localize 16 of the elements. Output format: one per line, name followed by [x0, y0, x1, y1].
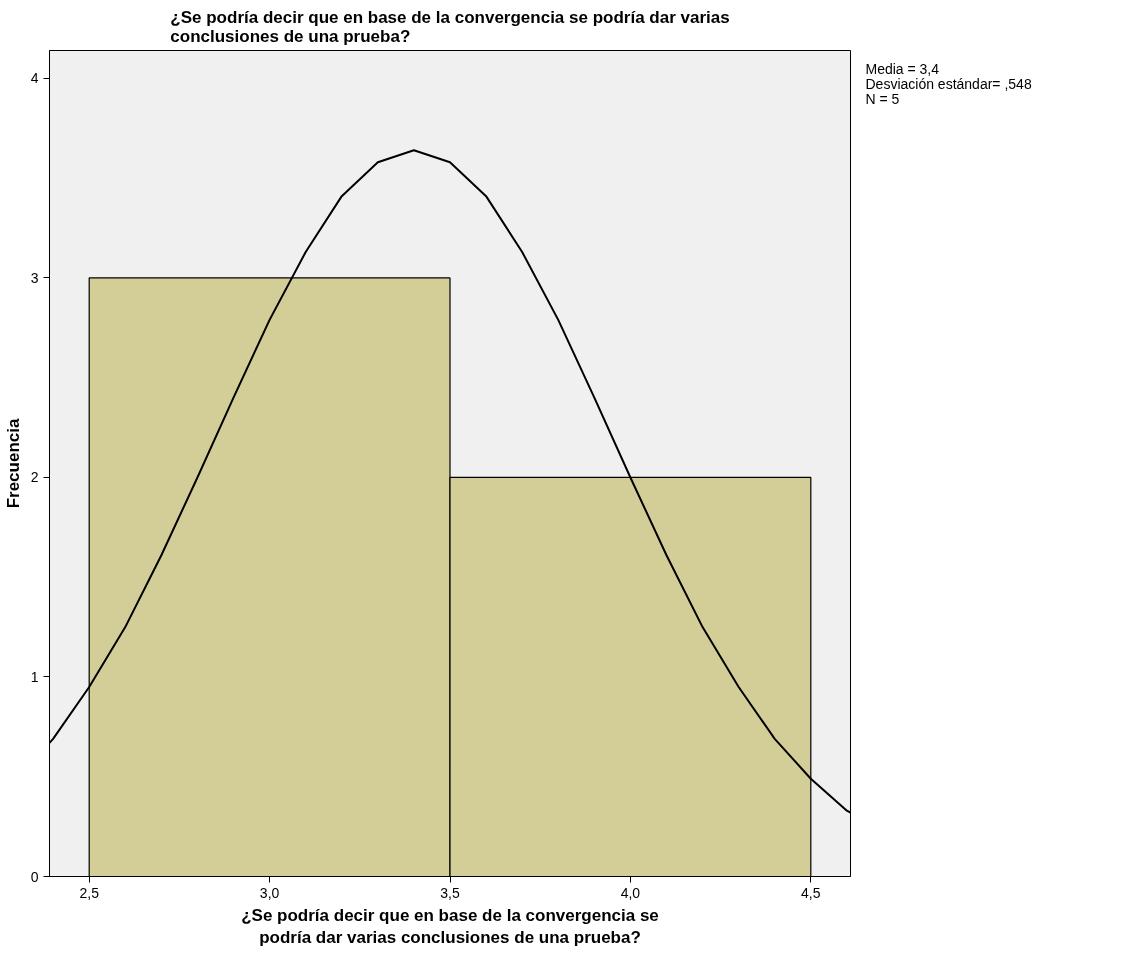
x-tick-label: 4,5 — [801, 884, 821, 901]
y-tick-label: 4 — [30, 70, 39, 87]
x-tick-label: 4,0 — [620, 884, 641, 901]
x-tick-label: 2,5 — [79, 884, 100, 901]
y-tick-label: 0 — [30, 868, 39, 885]
x-axis-title: ¿Se podría decir que en base de la convergencia se podría dar varias conclusiones de una prueba? — [241, 905, 659, 948]
chart-title: ¿Se podría decir que en base de la convergencia se podría dar varias conclusiones de una prueba? — [170, 7, 730, 46]
y-tick-label: 1 — [30, 668, 39, 685]
text: Desviación estándar= ,548 — [865, 75, 1032, 92]
text: Media = 3,4 — [865, 60, 940, 77]
y-tick-label: 3 — [30, 269, 39, 286]
x-tick-label: 3,0 — [259, 884, 280, 901]
y-axis-title: Frecuencia — [3, 418, 23, 509]
y-tick-label: 2 — [30, 469, 39, 486]
x-tick-label: 3,5 — [440, 884, 460, 901]
text: N = 5 — [865, 90, 900, 107]
